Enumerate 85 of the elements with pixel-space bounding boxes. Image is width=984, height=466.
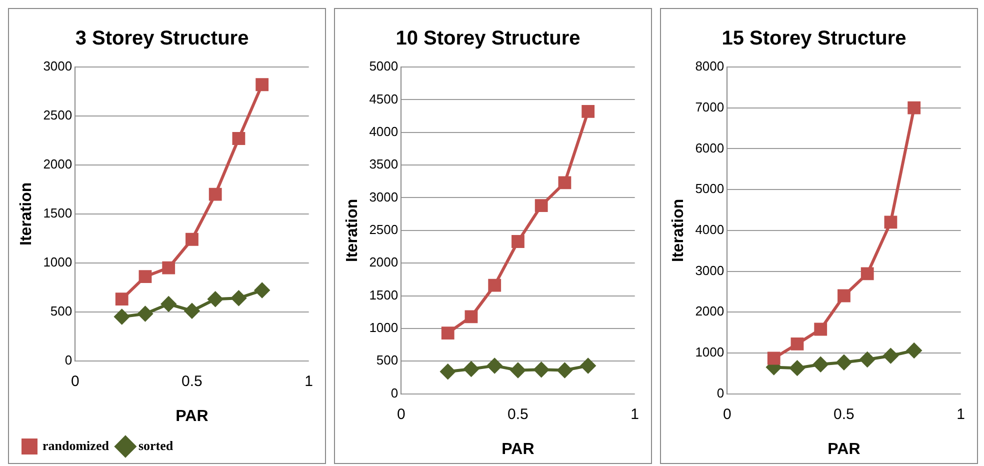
y-tick-label: 4000 [369, 124, 398, 139]
y-tick-label: 2500 [43, 108, 72, 123]
point [557, 362, 572, 378]
point [558, 176, 572, 190]
y-tick-label: 1500 [369, 287, 398, 302]
point [232, 132, 246, 145]
y-tick-label: 2000 [695, 304, 724, 319]
y-tick-label: 5000 [369, 58, 398, 74]
y-tick-label: 1000 [43, 254, 72, 270]
y-tick-label: 4500 [369, 91, 398, 106]
point [860, 267, 874, 280]
point [162, 261, 176, 274]
point [860, 352, 875, 367]
point [487, 358, 502, 374]
point [582, 104, 595, 118]
x-tick-label: 1 [304, 372, 313, 390]
y-tick-label: 3000 [43, 58, 72, 74]
y-tick-label: 5000 [695, 181, 724, 196]
point [510, 362, 526, 378]
legend-label: randomized [42, 438, 110, 453]
x-tick-label: 1 [956, 406, 965, 423]
point [580, 358, 596, 374]
point [441, 326, 454, 340]
y-tick-label: 0 [716, 385, 724, 400]
point [534, 362, 549, 378]
y-tick-label: 2500 [369, 222, 398, 237]
point [254, 282, 270, 298]
point [838, 289, 850, 302]
y-axis-title: Iteration [344, 198, 362, 262]
x-axis-title: PAR [176, 408, 209, 425]
point [884, 216, 898, 229]
point [464, 361, 479, 376]
x-axis-title: PAR [502, 440, 535, 458]
x-tick-label: 0.5 [508, 406, 528, 423]
point [256, 78, 269, 92]
y-tick-label: 500 [50, 303, 72, 318]
y-tick-label: 8000 [695, 58, 724, 74]
y-tick-label: 6000 [695, 140, 724, 156]
chart-title: 15 Storey Structure [722, 28, 906, 50]
point [184, 303, 200, 318]
y-axis-title: Iteration [18, 182, 36, 246]
y-tick-label: 3500 [369, 156, 398, 172]
point [908, 101, 921, 114]
point [883, 348, 898, 364]
point [186, 232, 198, 246]
x-tick-label: 0.5 [834, 406, 854, 423]
point [115, 292, 128, 306]
x-axis-title: PAR [828, 440, 861, 458]
point [813, 356, 828, 372]
point [836, 354, 852, 370]
y-tick-label: 1500 [43, 205, 72, 220]
point [906, 343, 922, 358]
point [208, 188, 222, 201]
x-tick-label: 0.5 [182, 372, 202, 390]
y-tick-label: 1000 [369, 320, 398, 336]
point [790, 360, 805, 376]
x-tick-label: 1 [630, 406, 639, 423]
y-tick-label: 3000 [369, 189, 398, 204]
y-tick-label: 7000 [695, 99, 724, 114]
chart-title: 10 Storey Structure [396, 28, 580, 50]
point [138, 306, 153, 322]
y-tick-label: 500 [376, 352, 398, 368]
y-tick-label: 0 [64, 352, 72, 368]
point [464, 310, 478, 324]
point [512, 235, 524, 248]
point [138, 270, 152, 284]
point [440, 364, 456, 380]
point [231, 290, 246, 306]
point [208, 292, 223, 307]
point [488, 278, 502, 292]
y-tick-label: 0 [390, 385, 398, 400]
point [161, 296, 176, 312]
y-axis-title: Iteration [670, 198, 688, 262]
chart-title: 3 Storey Structure [75, 28, 249, 50]
y-tick-label: 2000 [43, 156, 72, 172]
y-tick-label: 1000 [695, 344, 724, 360]
legend-label: sorted [138, 438, 174, 453]
point [534, 199, 548, 212]
point [814, 322, 828, 336]
y-tick-label: 2000 [369, 254, 398, 270]
y-tick-label: 3000 [695, 262, 724, 278]
point [790, 338, 804, 350]
point [114, 309, 130, 324]
point [767, 352, 780, 365]
y-tick-label: 4000 [695, 222, 724, 237]
